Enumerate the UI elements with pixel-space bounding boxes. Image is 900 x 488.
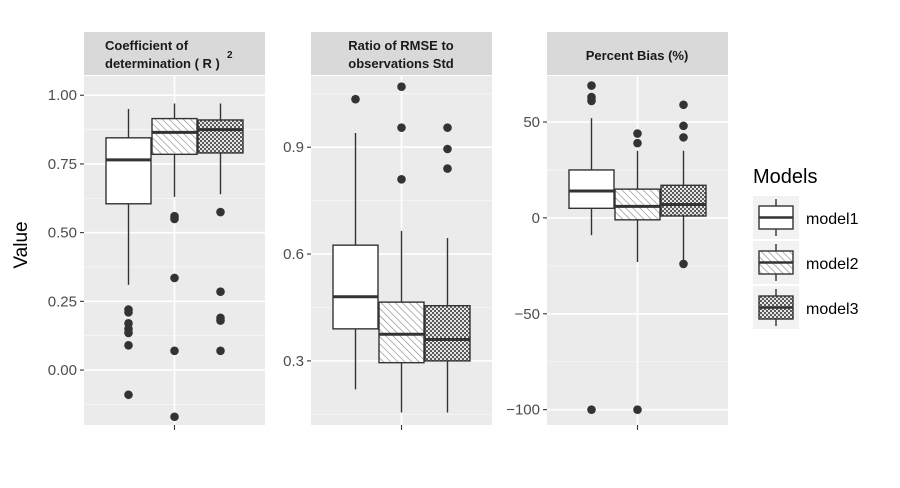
outlier-point xyxy=(124,329,133,338)
box-iqr xyxy=(569,170,614,208)
box-iqr xyxy=(106,138,151,204)
y-tick-label: 0.3 xyxy=(283,353,304,370)
box-iqr xyxy=(615,189,660,220)
outlier-point xyxy=(679,100,688,109)
legend-label: model2 xyxy=(806,256,859,273)
outlier-point xyxy=(397,123,406,132)
outlier-point xyxy=(397,175,406,184)
outlier-point xyxy=(124,308,133,317)
y-tick-label: 0.50 xyxy=(48,225,77,242)
outlier-point xyxy=(443,145,452,154)
y-axis-title: Value xyxy=(11,221,32,268)
panel-title-line1: Coefficient of xyxy=(105,38,189,53)
y-tick-label: 1.00 xyxy=(48,87,77,104)
box-iqr xyxy=(198,120,243,153)
legend-key-model1: model1 xyxy=(753,196,859,239)
panel-title-line1: Ratio of RMSE to xyxy=(348,38,453,53)
outlier-point xyxy=(587,81,596,90)
outlier-point xyxy=(351,95,360,104)
y-tick-label: −100 xyxy=(506,402,540,419)
outlier-point xyxy=(170,215,179,224)
legend-title: Models xyxy=(753,166,817,188)
outlier-point xyxy=(216,316,225,325)
outlier-point xyxy=(587,405,596,414)
box-iqr xyxy=(661,185,706,216)
box-iqr xyxy=(333,245,378,329)
legend: Models model1 model2 model3 xyxy=(753,166,859,329)
y-tick-label: 0.6 xyxy=(283,246,304,263)
y-tick-label: 0.9 xyxy=(283,139,304,156)
panel-ratio-rmse: Ratio of RMSE to observations Std 0.3 0.6… xyxy=(283,32,492,430)
outlier-point xyxy=(633,405,642,414)
outlier-point xyxy=(443,164,452,173)
outlier-point xyxy=(216,287,225,296)
legend-label: model3 xyxy=(806,301,859,318)
outlier-point xyxy=(679,122,688,131)
panel-title-superscript: 2 xyxy=(227,50,233,61)
box-iqr xyxy=(425,306,470,361)
outlier-point xyxy=(397,82,406,91)
legend-key-model3: model3 xyxy=(753,286,859,329)
panel-percent-bias: Percent Bias (%) −100 −50 0 50 xyxy=(506,32,728,430)
outlier-point xyxy=(216,208,225,217)
outlier-point xyxy=(633,129,642,138)
panel-title-line2: observations Std xyxy=(348,56,454,71)
legend-label: model1 xyxy=(806,211,859,228)
outlier-point xyxy=(587,97,596,106)
panel-coefficient-of-determination: Coefficient of determination ( R ) 2 0.0… xyxy=(48,32,265,430)
outlier-point xyxy=(170,274,179,283)
outlier-point xyxy=(216,347,225,356)
outlier-point xyxy=(679,260,688,269)
panel-title-line2: determination ( R ) xyxy=(105,56,220,71)
outlier-point xyxy=(443,123,452,132)
y-tick-label: 50 xyxy=(523,114,540,131)
y-tick-label: 0.25 xyxy=(48,293,77,310)
y-tick-label: −50 xyxy=(515,306,540,323)
outlier-point xyxy=(124,390,133,399)
outlier-point xyxy=(679,133,688,142)
outlier-point xyxy=(633,139,642,148)
y-tick-label: 0 xyxy=(532,210,540,227)
outlier-point xyxy=(170,412,179,421)
y-tick-label: 0.00 xyxy=(48,362,77,379)
outlier-point xyxy=(124,341,133,350)
legend-key-model2: model2 xyxy=(753,241,859,284)
outlier-point xyxy=(170,347,179,356)
panel-title-line1: Percent Bias (%) xyxy=(586,48,689,63)
y-tick-label: 0.75 xyxy=(48,156,77,173)
box-iqr xyxy=(379,302,424,363)
box-iqr xyxy=(152,119,197,155)
